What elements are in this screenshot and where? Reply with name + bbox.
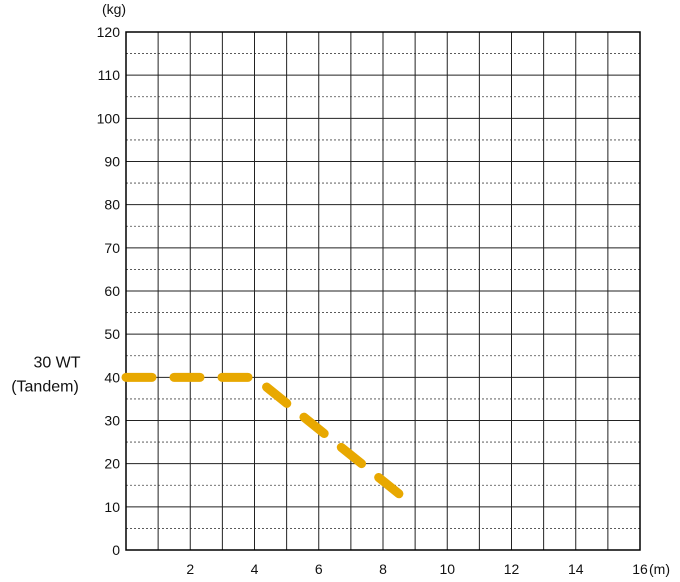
y-tick-label: 60	[104, 283, 120, 299]
y-axis-unit: (kg)	[102, 1, 126, 17]
plot-frame	[125, 31, 641, 551]
y-tick-label: 50	[104, 326, 120, 342]
series-label-line: (Tandem)	[11, 378, 79, 395]
y-tick-labels: 0 10 20 30 40 50 60 70 80 90 100 110 120	[97, 24, 121, 558]
y-tick-label: 70	[104, 240, 120, 256]
x-axis-unit: (m)	[649, 561, 670, 577]
y-tick-label: 30	[104, 413, 120, 429]
series-layer	[121, 372, 420, 512]
y-tick-label: 0	[112, 542, 120, 558]
y-tick-label: 80	[104, 197, 120, 213]
y-tick-label: 40	[104, 369, 120, 385]
x-tick-label: 8	[379, 561, 387, 577]
y-tick-label: 120	[97, 24, 121, 40]
x-tick-label: 4	[251, 561, 259, 577]
series-label: 30 WT (Tandem)	[11, 354, 81, 395]
x-tick-label: 14	[568, 561, 584, 577]
y-tick-label: 20	[104, 456, 120, 472]
y-tick-label: 10	[104, 499, 120, 515]
series-line	[121, 372, 420, 512]
x-tick-label: 10	[439, 561, 455, 577]
x-tick-labels: 2 4 6 8 10 12 14 16	[186, 561, 648, 577]
x-tick-label: 16	[632, 561, 648, 577]
x-tick-label: 6	[315, 561, 323, 577]
x-tick-label: 12	[504, 561, 520, 577]
grid-major	[126, 32, 640, 550]
y-tick-label: 100	[97, 110, 121, 126]
y-tick-label: 110	[98, 67, 121, 83]
series-label-line: 30 WT	[33, 354, 80, 371]
x-tick-label: 2	[186, 561, 194, 577]
y-tick-label: 90	[104, 154, 120, 170]
